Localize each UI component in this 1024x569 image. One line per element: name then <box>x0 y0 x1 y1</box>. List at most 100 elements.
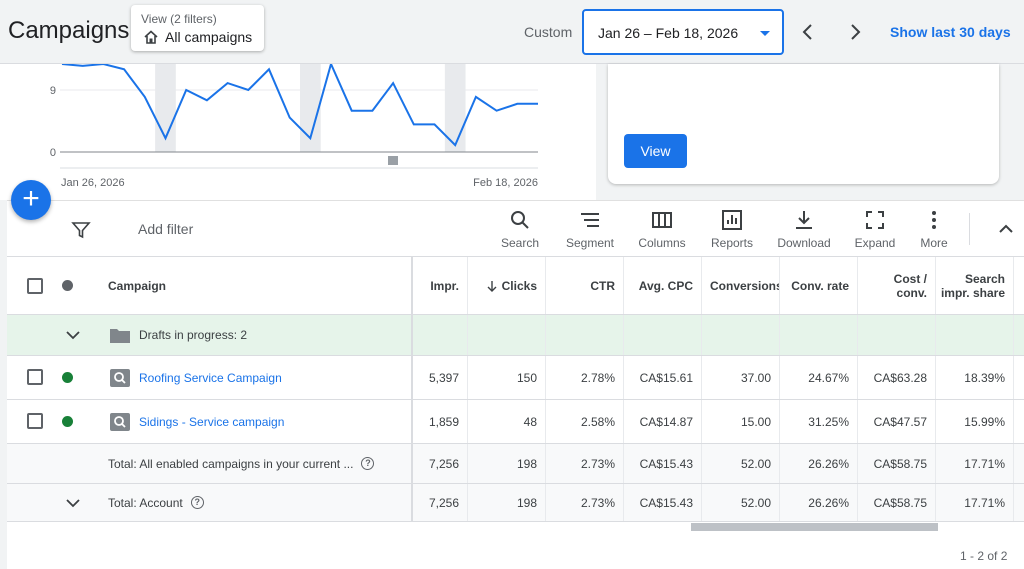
view-button[interactable]: View <box>624 134 687 168</box>
drafts-text: Drafts in progress: 2 <box>139 328 248 342</box>
segment-tool[interactable]: Segment <box>555 209 625 251</box>
drafts-cell <box>935 315 1013 355</box>
arrow-down-icon <box>487 280 497 292</box>
table-toolbar: Add filter Search Segment Columns <box>7 200 1024 256</box>
conv-rate-value: 26.26% <box>808 495 849 510</box>
campaigns-table: Campaign Impr. Clicks CTR Avg. CPC Conve… <box>7 256 1024 522</box>
overflow-cell <box>1013 356 1024 399</box>
header-clicks[interactable]: Clicks <box>467 257 545 314</box>
select-all-checkbox[interactable] <box>27 278 43 294</box>
conversions-value: 15.00 <box>740 414 771 429</box>
header-ctr-label: CTR <box>590 278 615 293</box>
expand-tool[interactable]: Expand <box>840 209 910 251</box>
search-share-cell: 17.71% <box>935 484 1013 521</box>
x-label-end: Feb 18, 2026 <box>473 177 538 189</box>
create-campaign-button[interactable]: + <box>11 180 51 220</box>
range-handle[interactable] <box>388 156 398 165</box>
search-share-value: 15.99% <box>964 414 1005 429</box>
header-cost-conv-line2: conv. <box>896 286 927 300</box>
row-checkbox[interactable] <box>27 369 43 385</box>
search-share-value: 17.71% <box>964 456 1005 471</box>
reports-tool[interactable]: Reports <box>697 209 767 251</box>
header-overflow-col <box>1013 257 1024 314</box>
impr-cell: 7,256 <box>411 444 467 483</box>
header-ctr[interactable]: CTR <box>545 257 623 314</box>
search-tool[interactable]: Search <box>485 209 555 251</box>
chevron-right-icon[interactable] <box>843 20 867 44</box>
conv-rate-value: 24.67% <box>808 370 849 385</box>
download-tool[interactable]: Download <box>769 209 839 251</box>
chevron-down-icon[interactable] <box>65 496 81 510</box>
chevron-left-icon[interactable] <box>796 20 820 44</box>
view-filter-count: View (2 filters) <box>141 12 217 26</box>
impr-value: 5,397 <box>428 370 459 385</box>
header-search-share[interactable]: Search impr. share <box>935 257 1013 314</box>
clicks-cell: 198 <box>467 444 545 483</box>
header-campaign-label: Campaign <box>108 278 167 293</box>
header-avg-cpc[interactable]: Avg. CPC <box>623 257 701 314</box>
avg-cpc-value: CA$14.87 <box>639 414 693 429</box>
table-header-row: Campaign Impr. Clicks CTR Avg. CPC Conve… <box>7 256 1024 314</box>
segment-icon <box>581 213 599 227</box>
campaign-name-cell: Roofing Service Campaign <box>139 356 411 399</box>
header-clicks-label: Clicks <box>501 278 537 293</box>
header-cost-conv[interactable]: Cost / conv. <box>857 257 935 314</box>
campaign-name-link[interactable]: Roofing Service Campaign <box>139 370 282 385</box>
header-impr[interactable]: Impr. <box>411 257 467 314</box>
conv-rate-cell: 24.67% <box>779 356 857 399</box>
ctr-cell: 2.78% <box>545 356 623 399</box>
filter-icon[interactable] <box>71 220 91 240</box>
x-label-start: Jan 26, 2026 <box>61 177 125 189</box>
search-tool-label: Search <box>500 236 540 250</box>
total-account-label-cell: Total: Account ? <box>108 484 411 521</box>
search-share-cell: 18.39% <box>935 356 1013 399</box>
segment-tool-label: Segment <box>565 236 615 250</box>
overflow-cell <box>1013 400 1024 443</box>
date-preset-label: Custom <box>524 24 573 40</box>
help-icon[interactable]: ? <box>190 496 204 509</box>
header-conversions[interactable]: Conversions <box>701 257 779 314</box>
header-impr-label: Impr. <box>430 278 459 293</box>
search-share-cell: 15.99% <box>935 400 1013 443</box>
campaign-name-link[interactable]: Sidings - Service campaign <box>139 414 285 429</box>
header-avg-cpc-label: Avg. CPC <box>638 278 693 293</box>
horizontal-scrollbar[interactable] <box>691 523 938 531</box>
total-account-label: Total: Account <box>108 495 183 510</box>
y-tick-0: 0 <box>50 147 56 159</box>
columns-tool[interactable]: Columns <box>627 209 697 251</box>
search-share-value: 17.71% <box>964 495 1005 510</box>
show-last-30-days-link[interactable]: Show last 30 days <box>890 24 1011 40</box>
drafts-label: Drafts in progress: 2 <box>139 315 411 355</box>
view-name: All campaigns <box>165 29 253 45</box>
header-conv-rate[interactable]: Conv. rate <box>779 257 857 314</box>
ctr-value: 2.73% <box>580 495 615 510</box>
impr-value: 7,256 <box>428 456 459 471</box>
ctr-cell: 2.58% <box>545 400 623 443</box>
more-tool[interactable]: More <box>899 209 969 251</box>
header-search-share-line2: impr. share <box>940 286 1005 300</box>
header-conversions-label: Conversions <box>710 278 779 293</box>
header-campaign[interactable]: Campaign <box>108 257 411 314</box>
clicks-value: 198 <box>516 495 537 510</box>
total-enabled-row: Total: All enabled campaigns in your cur… <box>7 443 1024 483</box>
row-checkbox[interactable] <box>27 413 43 429</box>
cost-conv-value: CA$58.75 <box>873 456 927 471</box>
chevron-down-icon[interactable] <box>65 328 81 342</box>
chevron-up-icon[interactable] <box>996 219 1016 239</box>
home-icon <box>144 30 158 44</box>
date-range-picker[interactable]: Jan 26 – Feb 18, 2026 <box>582 9 784 55</box>
header-conv-rate-label: Conv. rate <box>791 278 849 293</box>
cost-conv-cell: CA$58.75 <box>857 484 935 521</box>
help-icon[interactable]: ? <box>361 457 375 470</box>
date-range-value: Jan 26 – Feb 18, 2026 <box>598 25 739 41</box>
avg-cpc-cell: CA$14.87 <box>623 400 701 443</box>
view-selector[interactable]: View (2 filters) All campaigns <box>131 5 264 51</box>
campaign-name-cell: Sidings - Service campaign <box>139 400 411 443</box>
clicks-cell: 150 <box>467 356 545 399</box>
add-filter-input[interactable]: Add filter <box>138 221 194 237</box>
cost-conv-cell: CA$58.75 <box>857 444 935 483</box>
total-enabled-label-cell: Total: All enabled campaigns in your cur… <box>108 444 411 483</box>
drafts-row[interactable]: Drafts in progress: 2 <box>7 314 1024 355</box>
status-enabled-icon <box>62 416 73 427</box>
